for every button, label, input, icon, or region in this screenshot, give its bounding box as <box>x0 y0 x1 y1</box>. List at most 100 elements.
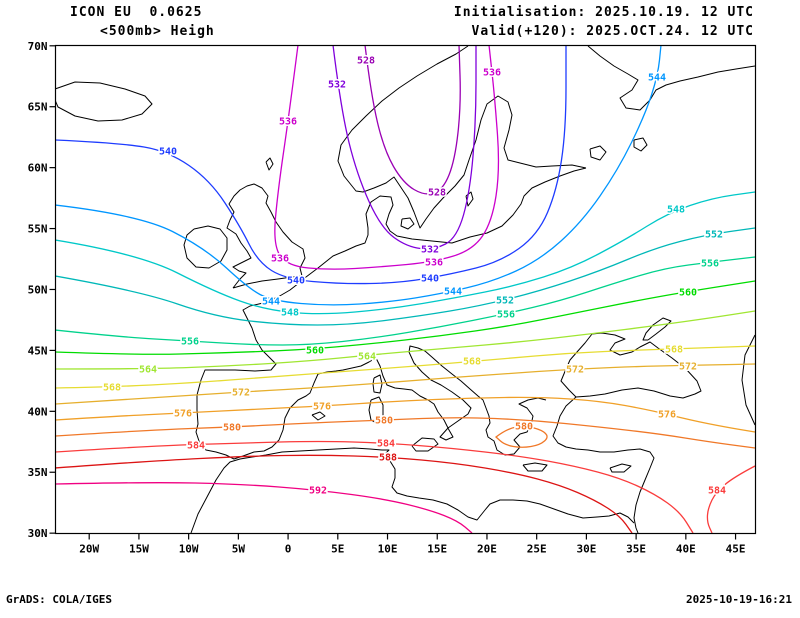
coastline-path <box>552 396 655 534</box>
coastline-path <box>375 345 547 456</box>
coastline-path <box>195 276 377 460</box>
contour-label-536: 536 <box>483 68 501 79</box>
contour-label-532: 532 <box>328 80 346 91</box>
contour-572 <box>55 363 756 405</box>
lon-tick-label: 30E <box>576 543 596 556</box>
lat-tick-label: 45N <box>28 344 48 357</box>
lon-tick-label: 15E <box>427 543 447 556</box>
contour-584 <box>55 440 694 534</box>
coastline-path <box>400 217 415 230</box>
coastline-path <box>190 447 635 534</box>
contour-label-536: 536 <box>271 254 289 265</box>
lat-tick-label: 30N <box>28 527 48 540</box>
contour-552 <box>55 227 756 326</box>
contour-label-572: 572 <box>566 365 584 376</box>
coastline-path <box>589 145 607 161</box>
lat-tick-label: 50N <box>28 283 48 296</box>
contour-580 <box>494 426 548 448</box>
contour-568 <box>55 345 756 389</box>
lat-tick-label: 70N <box>28 40 48 53</box>
coastline-path <box>311 411 326 421</box>
contour-label-588: 588 <box>379 453 397 464</box>
contour-label-552: 552 <box>705 230 723 241</box>
contour-540 <box>55 45 567 285</box>
contour-576 <box>55 396 756 433</box>
contour-label-556: 556 <box>181 337 199 348</box>
grads-credit: GrADS: COLA/IGES <box>6 593 112 606</box>
lon-tick-label: 25E <box>527 543 547 556</box>
contour-580 <box>55 417 756 449</box>
contour-label-540: 540 <box>159 147 177 158</box>
lat-tick-label: 60N <box>28 162 48 175</box>
coastline-path <box>522 462 548 472</box>
contour-label-548: 548 <box>667 205 685 216</box>
contour-label-528: 528 <box>357 56 375 67</box>
coastline-path <box>305 167 587 278</box>
lat-tick-label: 55N <box>28 223 48 236</box>
coastline-path <box>609 463 632 473</box>
contour-label-556: 556 <box>497 310 515 321</box>
coastline-path <box>226 183 306 289</box>
lon-tick-label: 5W <box>232 543 246 556</box>
lon-tick-label: 20W <box>79 543 99 556</box>
contour-label-552: 552 <box>496 296 514 307</box>
lon-tick-label: 20E <box>477 543 497 556</box>
contour-label-572: 572 <box>679 362 697 373</box>
coastlines <box>55 45 756 534</box>
contour-label-564: 564 <box>358 352 376 363</box>
contour-label-584: 584 <box>187 441 205 452</box>
contour-560 <box>55 280 756 355</box>
contour-label-584: 584 <box>708 486 726 497</box>
lon-tick-label: 35E <box>626 543 646 556</box>
contour-label-576: 576 <box>313 402 331 413</box>
contour-556 <box>55 256 756 346</box>
contour-label-576: 576 <box>658 410 676 421</box>
contour-label-568: 568 <box>665 345 683 356</box>
contour-label-544: 544 <box>648 73 666 84</box>
coastline-path <box>642 317 672 341</box>
contour-label-544: 544 <box>262 297 280 308</box>
contour-label-528: 528 <box>428 188 446 199</box>
lon-tick-label: 10E <box>378 543 398 556</box>
contour-label-560: 560 <box>679 288 697 299</box>
contour-label-536: 536 <box>279 117 297 128</box>
contour-536 <box>274 45 500 270</box>
lon-tick-label: 45E <box>726 543 746 556</box>
contour-label-580: 580 <box>375 416 393 427</box>
contour-label-540: 540 <box>287 276 305 287</box>
contour-label-568: 568 <box>463 357 481 368</box>
contour-label-556: 556 <box>701 259 719 270</box>
contour-label-576: 576 <box>174 409 192 420</box>
contour-label-560: 560 <box>306 346 324 357</box>
lon-tick-label: 0 <box>285 543 292 556</box>
coastline-path <box>465 191 474 207</box>
coastline-path <box>55 81 153 122</box>
lon-tick-label: 10W <box>179 543 199 556</box>
lon-tick-label: 5E <box>331 543 344 556</box>
contour-544 <box>55 45 662 306</box>
contour-label-544: 544 <box>444 287 462 298</box>
contour-lines <box>55 45 756 534</box>
contour-548 <box>55 191 756 315</box>
contour-588 <box>55 454 633 534</box>
contour-label-548: 548 <box>281 308 299 319</box>
coastline-path <box>411 437 439 452</box>
contour-592 <box>55 482 473 534</box>
init-time: Initialisation: 2025.10.19. 12 UTC <box>453 5 754 20</box>
contour-label-580: 580 <box>515 422 533 433</box>
contour-label-536: 536 <box>425 258 443 269</box>
contour-528 <box>364 45 461 195</box>
coastline-path <box>183 225 228 269</box>
valid-time: Valid(+120): 2025.OCT.24. 12 UTC <box>471 24 754 39</box>
coastline-path <box>587 45 756 111</box>
lon-tick-label: 40E <box>676 543 696 556</box>
creation-timestamp: 2025-10-19-16:21 <box>686 593 792 606</box>
coastline-path <box>741 334 756 426</box>
contour-564 <box>55 310 756 370</box>
contour-label-568: 568 <box>103 383 121 394</box>
contour-584 <box>706 465 756 534</box>
model-title: ICON EU 0.0625 <box>70 5 203 20</box>
